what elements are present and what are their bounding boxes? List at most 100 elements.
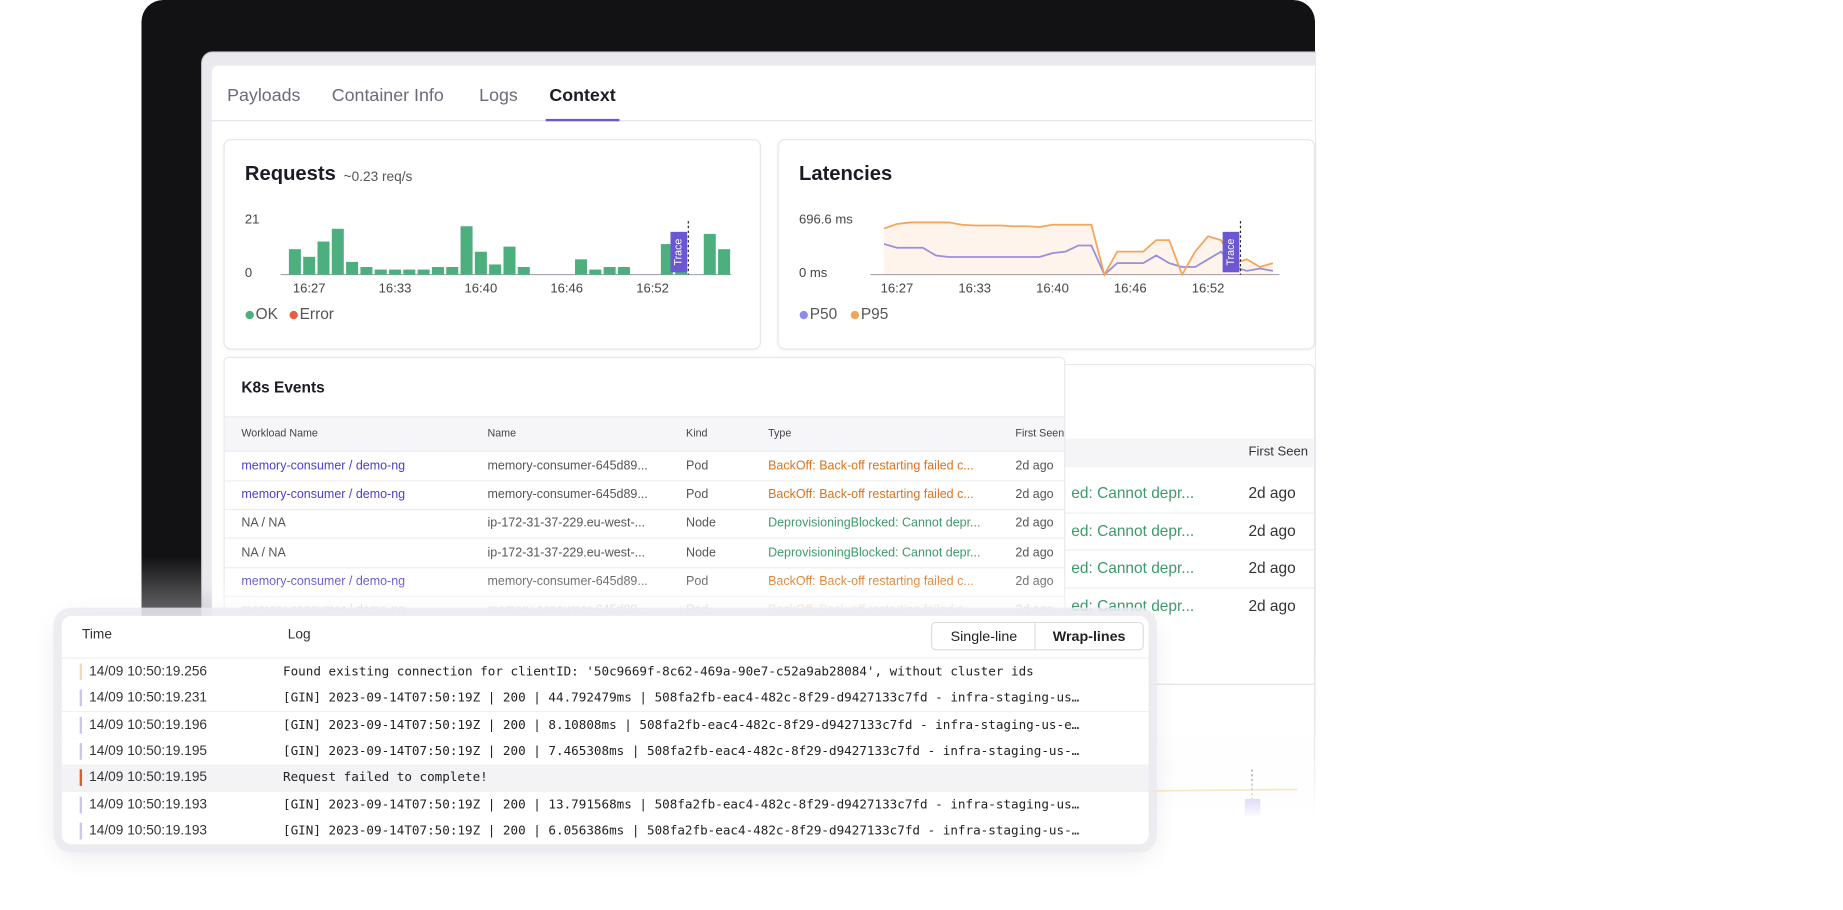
toggle-button[interactable]: Single-line: [930, 621, 1037, 651]
chart-title: Requests: [245, 163, 336, 185]
tab[interactable]: Container Info: [331, 85, 444, 106]
log-panel: Time Log Single-line Wrap-lines 14/09 10:50:…: [61, 615, 1149, 845]
x-tick-label: 16:46: [1114, 280, 1147, 295]
legend-label: P50: [810, 306, 837, 323]
bar: [431, 267, 444, 275]
bar: [374, 269, 387, 275]
bar: [317, 241, 330, 275]
legend-label: Error: [300, 306, 334, 323]
bar: [288, 249, 301, 275]
x-tick-label: 16:33: [379, 280, 412, 295]
type-cell: ed: Cannot depr...: [1071, 558, 1195, 577]
column-header: Kind: [686, 426, 708, 439]
type-cell: DeprovisioningBlocked: Cannot depr...: [768, 516, 981, 531]
log-row: 14/09 10:50:19.193 [GIN] 2023-09-14T07:50…: [61, 791, 1149, 819]
workload-link[interactable]: memory-consumer / demo-ng: [241, 487, 406, 502]
bar: [703, 233, 716, 275]
toggle-button[interactable]: Wrap-lines: [1034, 621, 1144, 651]
legend-label: OK: [256, 306, 279, 323]
tab[interactable]: Context: [549, 85, 616, 106]
log-text: [GIN] 2023-09-14T07:50:19Z | 200 | 8.108…: [282, 717, 1080, 732]
log-time: 14/09 10:50:19.256: [89, 664, 208, 679]
event-row: NA / NA ip-172-31-37-229.eu-west-... Node D…: [224, 538, 1065, 568]
workload-link[interactable]: NA / NA: [241, 545, 286, 560]
workload-link[interactable]: memory-consumer / demo-ng: [241, 458, 406, 474]
log-time: 14/09 10:50:19.195: [89, 744, 208, 759]
first-seen-cell: 2d ago: [1248, 596, 1296, 615]
fade: [223, 570, 1066, 619]
column-header: Log: [287, 627, 311, 643]
y-tick-label: 0 ms: [799, 265, 828, 280]
tab[interactable]: Payloads: [227, 85, 301, 106]
bar: [417, 269, 430, 275]
bar: [660, 244, 673, 275]
type-cell: BackOff: Back-off restarting failed c...: [768, 458, 974, 474]
requests-chart: Requests ~0.23 req/s 0 21 16:27 16:33 16:40 16:…: [245, 163, 732, 323]
bar: [346, 261, 359, 275]
x-tick-label: 16:46: [550, 280, 583, 295]
bar: [575, 259, 588, 275]
bar: [403, 269, 416, 275]
name-cell: memory-consumer-645d89...: [487, 458, 648, 474]
tab-underline: [545, 118, 620, 122]
log-text: Request failed to complete!: [282, 770, 488, 785]
log-row: 14/09 10:50:19.195 Request failed to comp…: [61, 764, 1149, 793]
column-header: Time: [82, 627, 112, 643]
column-header: Workload Name: [241, 426, 318, 439]
x-tick-label: 16:52: [636, 280, 669, 295]
trace-label: Trace: [673, 239, 685, 266]
y-tick-label: 0: [245, 265, 252, 280]
y-tick-label: 21: [245, 211, 260, 226]
log-row: 14/09 10:50:19.231 [GIN] 2023-09-14T07:50…: [61, 685, 1149, 713]
bar: [460, 226, 473, 275]
type-cell: DeprovisioningBlocked: Cannot depr...: [768, 545, 981, 560]
first-seen-cell: 2d ago: [1015, 516, 1054, 531]
type-cell: ed: Cannot depr...: [1071, 483, 1195, 502]
card-title: K8s Events: [241, 378, 325, 396]
header-row: [224, 416, 1065, 452]
x-tick-label: 16:27: [293, 280, 326, 295]
tab[interactable]: Logs: [479, 85, 518, 106]
first-seen-cell: 2d ago: [1015, 545, 1054, 560]
log-level-marker: [79, 663, 83, 681]
bar: [303, 256, 316, 275]
log-text: [GIN] 2023-09-14T07:50:19Z | 200 | 44.79…: [282, 691, 1080, 706]
kind-cell: Node: [686, 545, 716, 560]
tab-divider: [211, 120, 1313, 122]
legend-dot: [289, 310, 298, 320]
trace-marker: [1222, 231, 1240, 273]
y-tick-label: 696.6 ms: [799, 211, 853, 226]
bar: [331, 228, 344, 275]
type-cell: BackOff: Back-off restarting failed c...: [768, 487, 974, 502]
latencies-chart: Latencies 0 ms 696.6 ms 16:27 16:33 16:40 16:4…: [799, 163, 1280, 323]
log-time: 14/09 10:50:19.231: [89, 691, 208, 706]
bar: [603, 267, 616, 275]
bar: [517, 267, 530, 275]
first-seen-cell: 2d ago: [1015, 458, 1054, 474]
log-time: 14/09 10:50:19.196: [89, 717, 208, 732]
first-seen-cell: 2d ago: [1015, 487, 1054, 502]
chart-title: Latencies: [799, 163, 892, 185]
column-header: Name: [487, 426, 517, 439]
log-text: [GIN] 2023-09-14T07:50:19Z | 200 | 6.056…: [282, 823, 1080, 839]
log-level-marker: [79, 716, 83, 734]
x-tick-label: 16:40: [1036, 280, 1069, 295]
line: [883, 243, 1274, 277]
area: [883, 222, 1273, 275]
x-tick-label: 16:33: [958, 280, 991, 295]
x-tick-label: 16:27: [881, 280, 914, 295]
log-text: [GIN] 2023-09-14T07:50:19Z | 200 | 13.79…: [282, 797, 1080, 812]
legend-dot: [850, 310, 860, 320]
bar: [360, 267, 373, 275]
log-text: Found existing connection for clientID: …: [282, 664, 1034, 679]
log-level-marker: [79, 769, 83, 787]
log-level-marker: [79, 742, 83, 760]
type-cell: ed: Cannot depr...: [1071, 596, 1195, 615]
workload-link[interactable]: NA / NA: [241, 516, 286, 531]
first-seen-cell: 2d ago: [1248, 558, 1296, 577]
event-row: memory-consumer / demo-ng memory-consumer…: [224, 481, 1065, 511]
header-cell: First Seen: [1248, 444, 1309, 459]
log-text: [GIN] 2023-09-14T07:50:19Z | 200 | 7.465…: [282, 744, 1080, 759]
